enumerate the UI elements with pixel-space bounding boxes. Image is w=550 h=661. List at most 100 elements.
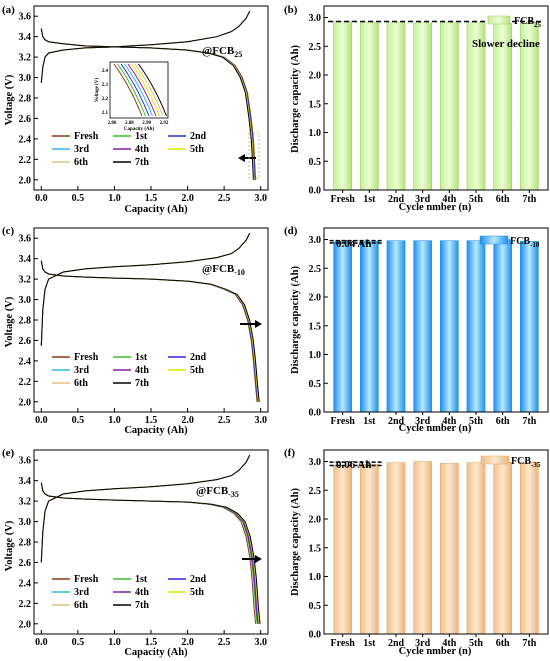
x-tick-label: Fresh <box>331 416 356 427</box>
panel-letter-e: (e) <box>2 447 15 459</box>
y-tick-label: 0.5 <box>309 379 322 390</box>
bar-5th <box>466 462 486 635</box>
y-tick-label: 3.0 <box>309 13 322 24</box>
panel-annotation: @FCB25 <box>202 45 242 59</box>
inset-x-tick: 2.88 <box>125 121 134 126</box>
x-tick-label: 2.0 <box>181 193 194 204</box>
y-tick-label: 2.4 <box>19 134 32 145</box>
legend-label-4th: 4th <box>135 365 149 376</box>
bar-4th <box>440 22 459 191</box>
discharge-line-7th <box>40 482 261 624</box>
y-tick-label: 3.2 <box>19 275 32 286</box>
bar-6th <box>493 239 512 413</box>
inset-x-tick: 2.90 <box>142 121 151 126</box>
charge-line-5th <box>40 454 251 563</box>
bar-legend: FCB-35 <box>480 455 541 469</box>
x-tick-label: 0.0 <box>35 415 48 426</box>
y-tick-label: 2.0 <box>309 293 322 304</box>
x-tick-label: 3rd <box>415 638 430 649</box>
bar-2nd <box>386 240 406 413</box>
legend-label-1st: 1st <box>135 352 148 363</box>
plot-frame <box>33 227 269 413</box>
x-tick-label: 3rd <box>415 416 430 427</box>
x-tick-label: 2.0 <box>181 415 194 426</box>
legend-label-3rd: 3rd <box>74 365 89 376</box>
y-axis-label: Voltage (V) <box>4 74 15 125</box>
legend-label-4th: 4th <box>135 587 149 598</box>
y-tick-label: 0.0 <box>309 408 322 419</box>
bar-Fresh <box>333 21 352 191</box>
legend-label-5th: 5th <box>190 144 204 155</box>
inset-x-tick: 2.92 <box>160 121 169 126</box>
x-tick-label: 6th <box>496 416 510 427</box>
x-tick-label: 4th <box>442 194 456 205</box>
y-tick-label: 2.5 <box>309 264 322 275</box>
charge-line-1st <box>40 232 251 346</box>
y-tick-label: 3.6 <box>19 456 32 467</box>
y-tick-label: 1.0 <box>309 350 322 361</box>
x-tick-label: 1.0 <box>108 637 121 648</box>
legend-label-5th: 5th <box>190 587 204 598</box>
legend-label-2nd: 2nd <box>190 352 207 363</box>
legend-label-Fresh: Fresh <box>74 574 99 585</box>
bar-3rd <box>413 240 432 413</box>
legend-label-2nd: 2nd <box>190 131 207 142</box>
svg-text:FCB-10: FCB-10 <box>510 236 540 249</box>
panel-letter-a: (a) <box>2 4 15 16</box>
legend-label-Fresh: Fresh <box>74 131 99 142</box>
bar-2nd <box>386 462 406 635</box>
charge-line-7th <box>40 232 251 346</box>
y-tick-label: 3.0 <box>309 235 322 246</box>
right-arrow <box>242 555 262 563</box>
svg-text:FCB25: FCB25 <box>514 16 542 29</box>
inset-x-tick: 2.86 <box>108 121 117 126</box>
plot-frame <box>33 449 269 635</box>
bar-annotation: 0.04 Ah <box>336 238 371 250</box>
inset-line-6th <box>134 63 164 117</box>
y-tick-label: 1.0 <box>309 572 322 583</box>
inset-line-5th <box>131 63 160 117</box>
panel-letter-d: (d) <box>284 225 298 237</box>
inset-line-2nd <box>120 63 150 117</box>
plot-frame <box>323 449 549 635</box>
y-tick-label: 2.6 <box>19 558 32 569</box>
legend-label-2nd: 2nd <box>190 574 207 585</box>
charge-line-3rd <box>40 454 251 563</box>
y-axis-label: Discharge capacity (Ah) <box>290 45 301 153</box>
bar-legend: FCB25 <box>487 15 542 29</box>
x-tick-label: 2nd <box>388 416 405 427</box>
x-tick-label: 0.0 <box>35 193 48 204</box>
bar-4th <box>440 462 459 635</box>
x-axis-label: Cycle nmber (n) <box>399 423 472 434</box>
x-tick-label: 1.5 <box>145 637 158 648</box>
discharge-line-7th <box>40 260 260 402</box>
y-tick-label: 2.0 <box>19 175 32 186</box>
x-tick-label: 1.5 <box>145 415 158 426</box>
charge-line-3rd <box>40 232 251 346</box>
x-axis-label: Capacity (Ah) <box>124 647 188 658</box>
x-tick-label: 7th <box>522 416 536 427</box>
panel-letter-b: (b) <box>284 4 298 16</box>
y-tick-label: 1.5 <box>309 99 322 110</box>
charge-line-7th <box>40 454 251 563</box>
y-tick-label: 2.4 <box>19 356 32 367</box>
x-tick-label: 6th <box>496 638 510 649</box>
legend-label-6th: 6th <box>74 600 88 611</box>
panel-letter-c: (c) <box>2 225 15 237</box>
plot-frame <box>323 227 549 413</box>
y-tick-label: 3.0 <box>19 73 32 84</box>
charge-line-4th <box>40 232 251 346</box>
charge-line-6th <box>40 454 251 563</box>
inset-y-tick: 2.1 <box>102 111 109 116</box>
charge-line-7th <box>40 10 251 83</box>
y-tick-label: 1.0 <box>309 128 322 139</box>
plot-frame <box>323 5 549 191</box>
charge-line-Fresh <box>40 454 251 563</box>
y-tick-label: 1.5 <box>309 543 322 554</box>
x-tick-label: 1.5 <box>145 193 158 204</box>
y-tick-label: 2.5 <box>309 486 322 497</box>
panel-e: (e) 0.0 0.5 1.0 1.5 2.0 2.5 3.0 2.0 2.2 2.4 2.6 2.8… <box>2 447 269 658</box>
legend-label-6th: 6th <box>74 378 88 389</box>
y-tick-label: 3.0 <box>309 457 322 468</box>
